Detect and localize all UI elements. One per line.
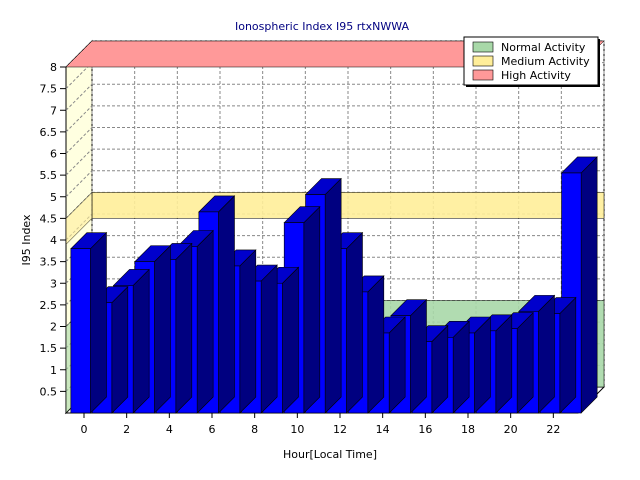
y-tick-label: 2.5: [40, 299, 58, 312]
x-tick-label: 8: [251, 423, 258, 436]
x-tick-label: 10: [290, 423, 304, 436]
bar-side: [388, 316, 406, 414]
bar-side: [260, 264, 278, 414]
bar-series: [70, 156, 598, 414]
bar-side: [90, 231, 107, 414]
bar-front: [70, 248, 91, 414]
legend-swatch: [472, 55, 494, 67]
y-tick-label: 4.5: [40, 212, 58, 225]
y-tick-label: 7.5: [40, 83, 58, 96]
x-tick-label: 0: [81, 423, 88, 436]
bar-side: [367, 275, 385, 414]
grid-line-side: [65, 105, 93, 133]
y-tick-label: 3.5: [40, 256, 58, 269]
bar-side: [410, 298, 427, 414]
bar-side: [559, 296, 577, 414]
bar-side: [474, 316, 491, 414]
bar-side: [282, 266, 299, 414]
grid-line-side: [65, 83, 93, 111]
bar-side: [132, 268, 150, 414]
grid-line-side: [65, 148, 93, 176]
x-tick-label: 14: [376, 423, 390, 436]
band-back: [91, 192, 605, 219]
x-tick-label: 6: [209, 423, 216, 436]
x-axis-label: Hour[Local Time]: [283, 448, 377, 461]
x-axis-ticks: 0 2 4 6 8 10 12 14 16 18 20 22: [81, 413, 560, 436]
x-tick-label: 2: [123, 423, 130, 436]
x-tick-label: 22: [546, 423, 560, 436]
bar-side: [175, 242, 193, 414]
band-side: [65, 191, 93, 245]
y-tick-label: 3: [50, 277, 57, 290]
y-tick-label: 1: [50, 364, 57, 377]
legend-swatch: [472, 41, 494, 53]
y-tick-label: 0.5: [40, 385, 58, 398]
x-tick-label: 18: [461, 423, 475, 436]
x-tick-label: 12: [333, 423, 347, 436]
bar: [70, 231, 108, 414]
x-tick-label: 4: [166, 423, 173, 436]
x-tick-label: 20: [504, 423, 518, 436]
bar-side: [239, 249, 257, 414]
bar-side: [303, 205, 321, 414]
y-tick-label: 1.5: [40, 342, 58, 355]
x-tick-label: 16: [418, 423, 432, 436]
bar-side: [516, 311, 534, 414]
y-tick-label: 2: [50, 321, 57, 334]
bar-side: [154, 244, 171, 414]
chart-title: Ionospheric Index I95 rtxNWWA: [235, 20, 409, 33]
y-tick-label: 8: [50, 61, 57, 74]
y-tick-label: 6.5: [40, 126, 58, 139]
y-tick-label: 7: [50, 104, 57, 117]
bar-side: [218, 195, 235, 414]
y-tick-label: 4: [50, 234, 57, 247]
bar-side: [111, 285, 129, 414]
bar-side: [324, 177, 342, 414]
bar-side: [196, 229, 214, 414]
y-tick-label: 5.5: [40, 169, 58, 182]
grid-line-side: [65, 127, 93, 154]
legend-swatch: [472, 69, 494, 81]
y-tick-label: 6: [50, 148, 57, 161]
bar-side: [580, 156, 598, 414]
legend-label: High Activity: [501, 69, 571, 82]
y-tick-label: 5: [50, 191, 57, 204]
bar-side: [346, 231, 363, 414]
y-axis-ticks: 0.5 1 1.5 2 2.5 3 3.5 4 4.5 5 5.5 6 6.5 7 7.5 8: [40, 61, 66, 398]
legend-label: Medium Activity: [501, 55, 590, 68]
y-axis-label: I95 Index: [20, 214, 33, 266]
bar-side: [495, 314, 513, 414]
legend-label: Normal Activity: [501, 41, 586, 54]
grid-line-side: [65, 170, 93, 198]
bar-side: [538, 294, 555, 414]
